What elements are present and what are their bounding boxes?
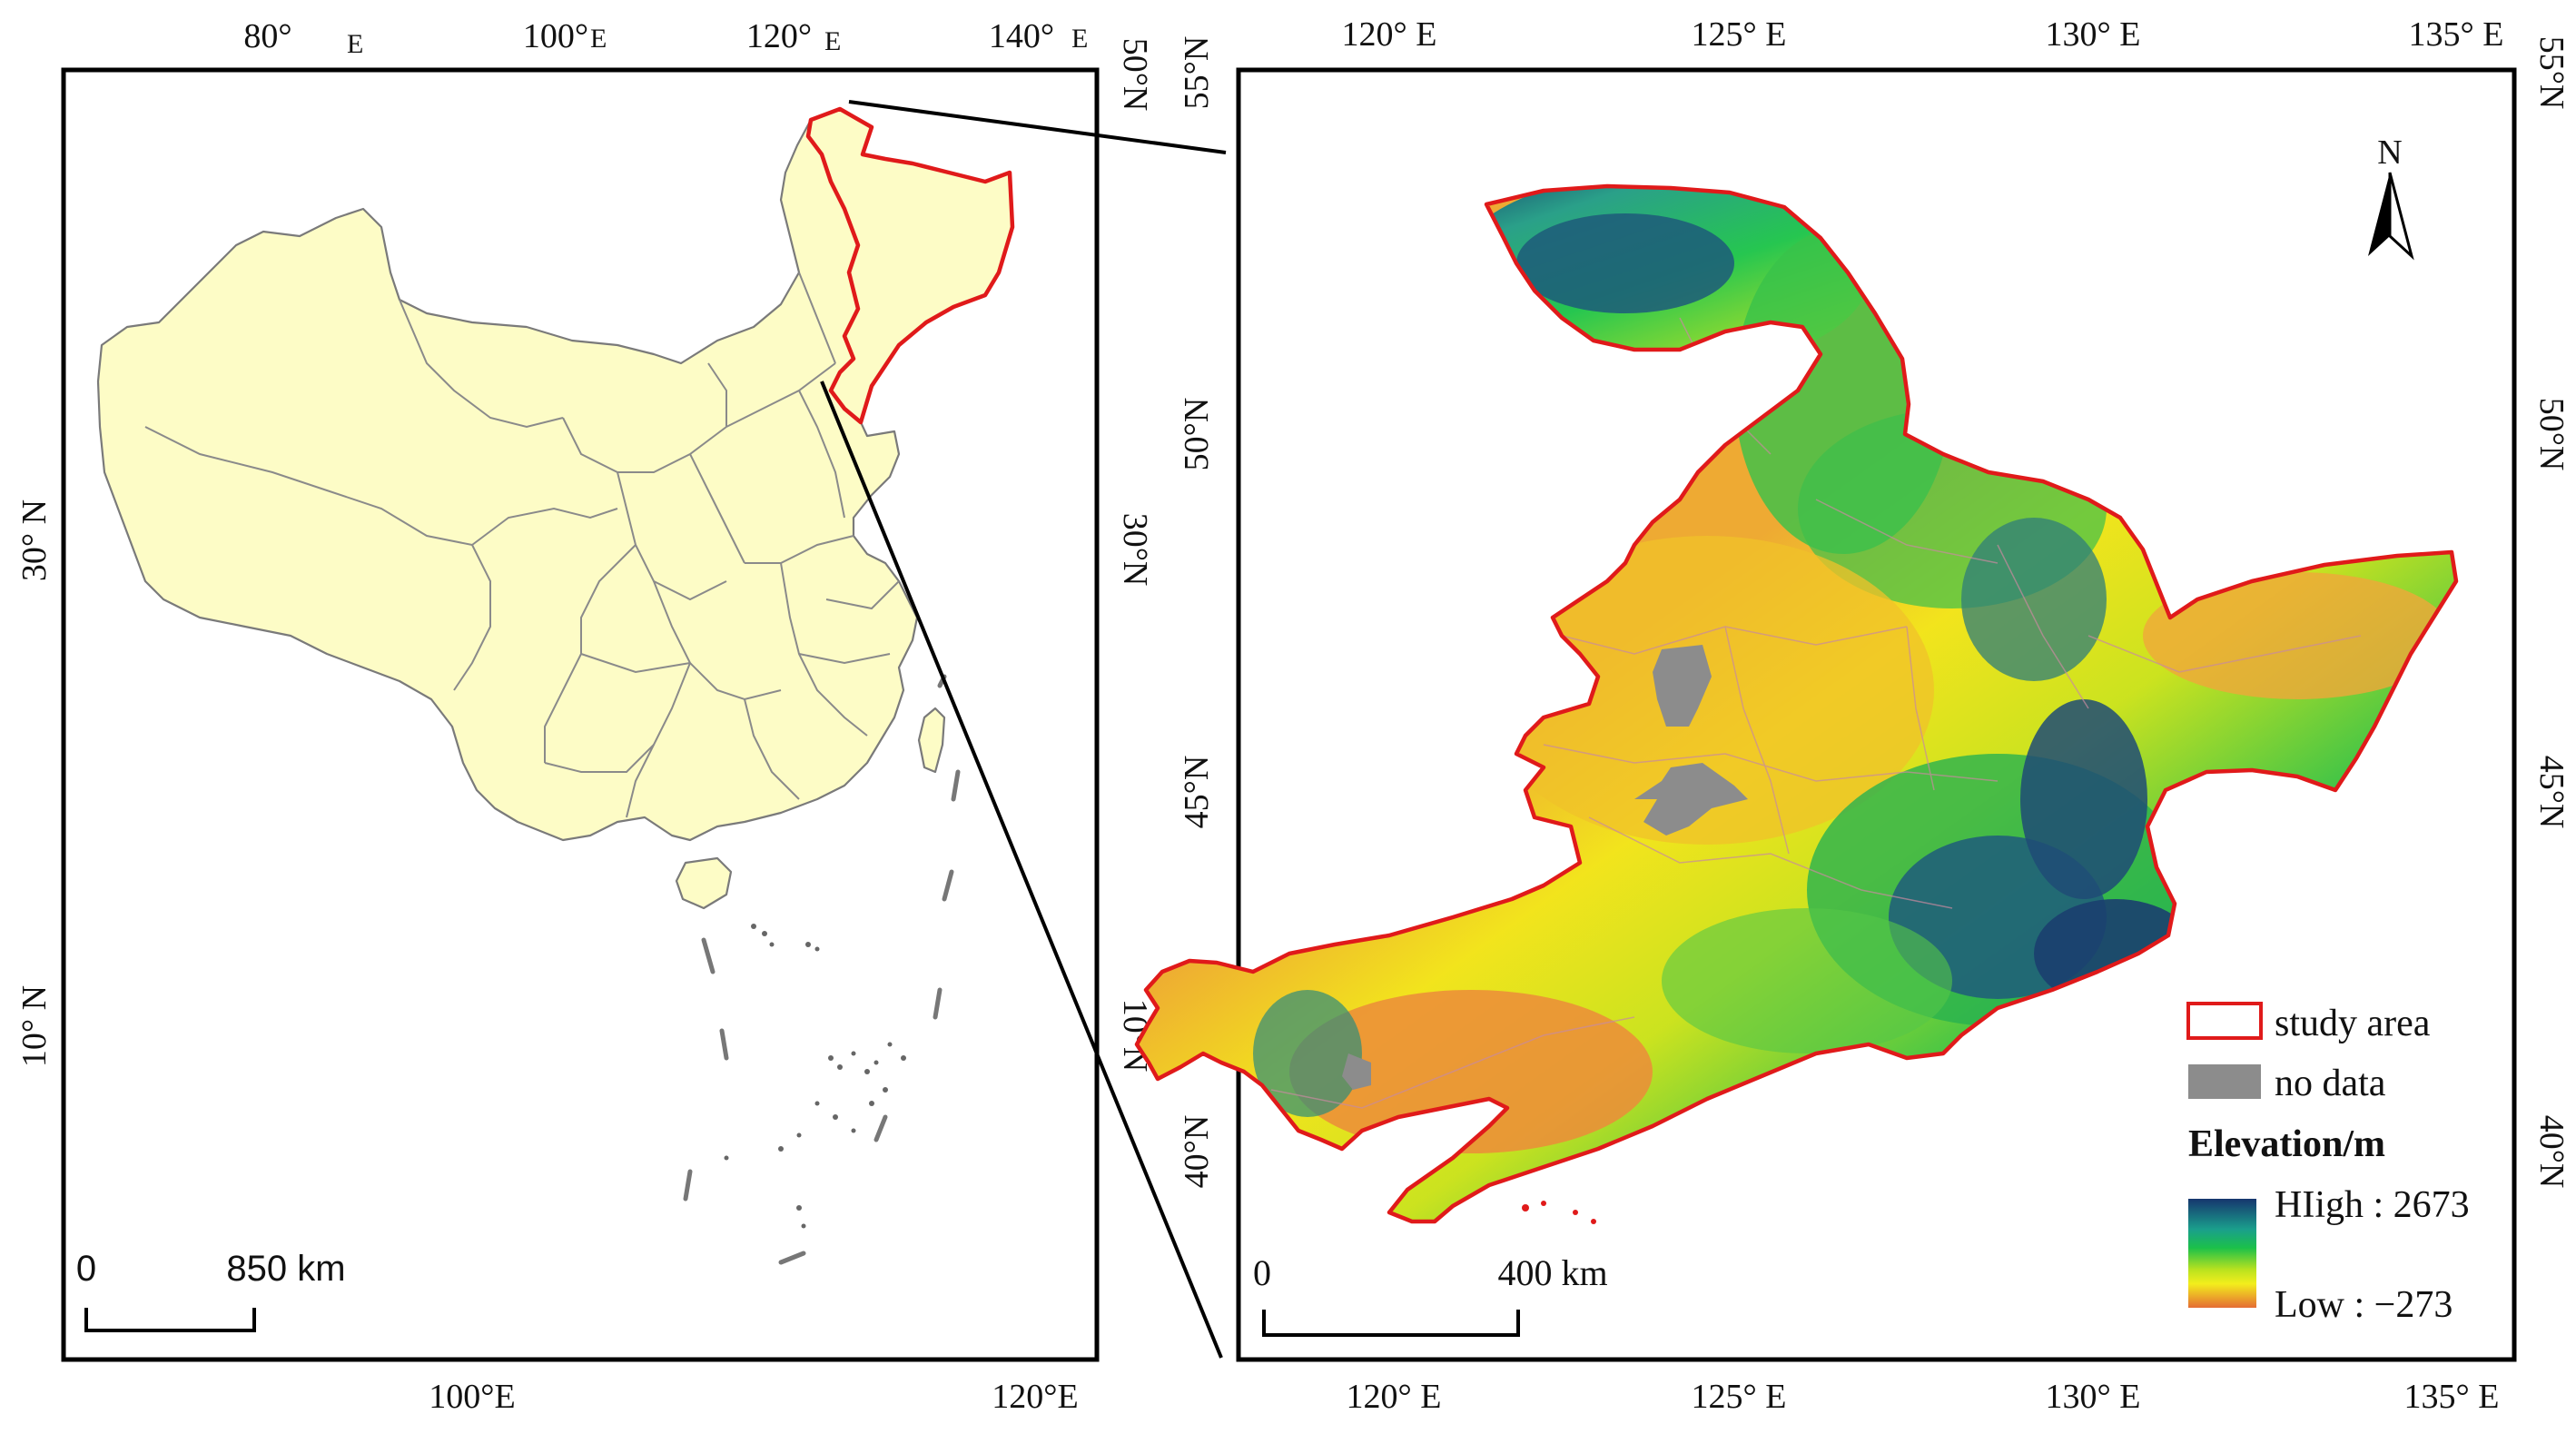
right-top-lon-125: 125° E (1692, 15, 1787, 54)
legend-elevation-ramp (2188, 1199, 2256, 1308)
left-map-frame (61, 67, 1100, 1362)
legend-no-data-swatch (2188, 1064, 2261, 1099)
legend-elevation-title: Elevation/m (2188, 1123, 2385, 1165)
right-scale-end: 400 km (1497, 1252, 1607, 1293)
right-right-lat-45: 45°N (2532, 756, 2571, 829)
right-left-lat-40: 40°N (1178, 1115, 1216, 1189)
study-area-outline-overview (805, 106, 1015, 425)
south-china-sea-dash-line (683, 674, 961, 1265)
left-top-lon-120-suffix: E (824, 26, 841, 56)
right-top-lon-130: 130° E (2046, 15, 2141, 54)
right-map-frame (1236, 67, 2517, 1362)
china-provinces-area (96, 107, 1014, 842)
left-top-lon-100-deg: 100° (523, 17, 588, 55)
left-bottom-lon-labels: 100°E 120°E (429, 1378, 1078, 1416)
china-mainland (96, 107, 1014, 1265)
north-arrow: N (2368, 134, 2414, 261)
hainan-island (675, 856, 733, 910)
taiwan-island (917, 707, 946, 774)
right-top-lon-labels: 120° E 125° E 130° E 135° E (1342, 15, 2504, 54)
right-bottom-lon-labels: 120° E 125° E 130° E 135° E (1347, 1378, 2500, 1416)
right-bottom-lon-120: 120° E (1347, 1378, 1442, 1416)
left-top-lon-100-suffix: E (590, 24, 607, 54)
right-scale-start: 0 (1253, 1252, 1271, 1293)
legend-study-area-swatch (2186, 1002, 2263, 1040)
legend-study-area-label: study area (2275, 1003, 2431, 1044)
left-top-lon-120-deg: 120° (746, 17, 812, 55)
left-scale-end: 850 km (226, 1249, 345, 1289)
left-top-lon-80-deg: 80° (243, 17, 291, 55)
north-arrow-right-half (2388, 172, 2414, 261)
left-lat-10: 10° N (15, 985, 54, 1067)
left-side-lat-labels: 30° N 10° N (15, 499, 54, 1067)
no-data-patch-southwest (1342, 1053, 1371, 1090)
right-left-lat-45: 45°N (1178, 756, 1216, 829)
left-right-lat-50: 50°N (1116, 38, 1154, 112)
study-area-elevation-map: N study area no data Elevation/m HIigh :… (1135, 15, 2571, 1416)
left-top-lon-140-suffix: E (1071, 24, 1088, 54)
left-top-lon-labels: 80° E 100° E 120° E 140° E (243, 17, 1088, 59)
left-top-lon-140-deg: 140° (989, 17, 1054, 55)
left-bottom-lon-100: 100°E (429, 1378, 515, 1416)
right-right-lat-40: 40°N (2532, 1115, 2571, 1189)
north-arrow-left-half (2368, 173, 2390, 256)
inset-connector-lines (820, 100, 1227, 1359)
left-scale-start: 0 (76, 1249, 96, 1289)
map-legend: study area no data Elevation/m HIigh : 2… (2186, 1002, 2470, 1326)
right-right-lat-55: 55°N (2532, 36, 2571, 110)
right-map-right-lat-labels: 55°N 50°N 45°N 40°N (2532, 36, 2571, 1189)
left-scale-bar: 0 850 km (76, 1249, 346, 1332)
right-bottom-lon-135: 135° E (2404, 1378, 2500, 1416)
left-top-lon-80-suffix: E (347, 29, 363, 59)
legend-no-data-label: no data (2275, 1063, 2386, 1104)
left-bottom-lon-120: 120°E (992, 1378, 1078, 1416)
right-top-lon-135: 135° E (2409, 15, 2504, 54)
left-right-lat-30: 30°N (1116, 513, 1154, 587)
left-lat-30: 30° N (15, 499, 54, 581)
no-data-patch-south (1634, 763, 1748, 836)
coastal-islands (1522, 1201, 1596, 1224)
china-overview-map: 0 850 km 80° E 100° E 120° E 140° E 100°… (15, 17, 1154, 1416)
right-bottom-lon-125: 125° E (1692, 1378, 1787, 1416)
left-map-right-lat-labels: 50°N 30°N 10°N (1116, 38, 1154, 1073)
no-data-patch-north (1653, 645, 1712, 727)
north-arrow-label: N (2377, 134, 2402, 172)
legend-high-label: HIigh : 2673 (2275, 1184, 2470, 1226)
right-left-lat-55: 55°N (1178, 36, 1216, 110)
right-right-lat-50: 50°N (2532, 398, 2571, 471)
south-china-sea-islands (724, 924, 906, 1229)
right-top-lon-120: 120° E (1342, 15, 1437, 54)
right-map-left-lat-labels: 55°N 50°N 45°N 40°N (1178, 36, 1216, 1189)
right-bottom-lon-130: 130° E (2046, 1378, 2141, 1416)
right-left-lat-50: 50°N (1178, 398, 1216, 471)
legend-low-label: Low : −273 (2275, 1284, 2453, 1326)
right-scale-bar: 0 400 km (1253, 1252, 1608, 1337)
province-borders (144, 272, 900, 818)
